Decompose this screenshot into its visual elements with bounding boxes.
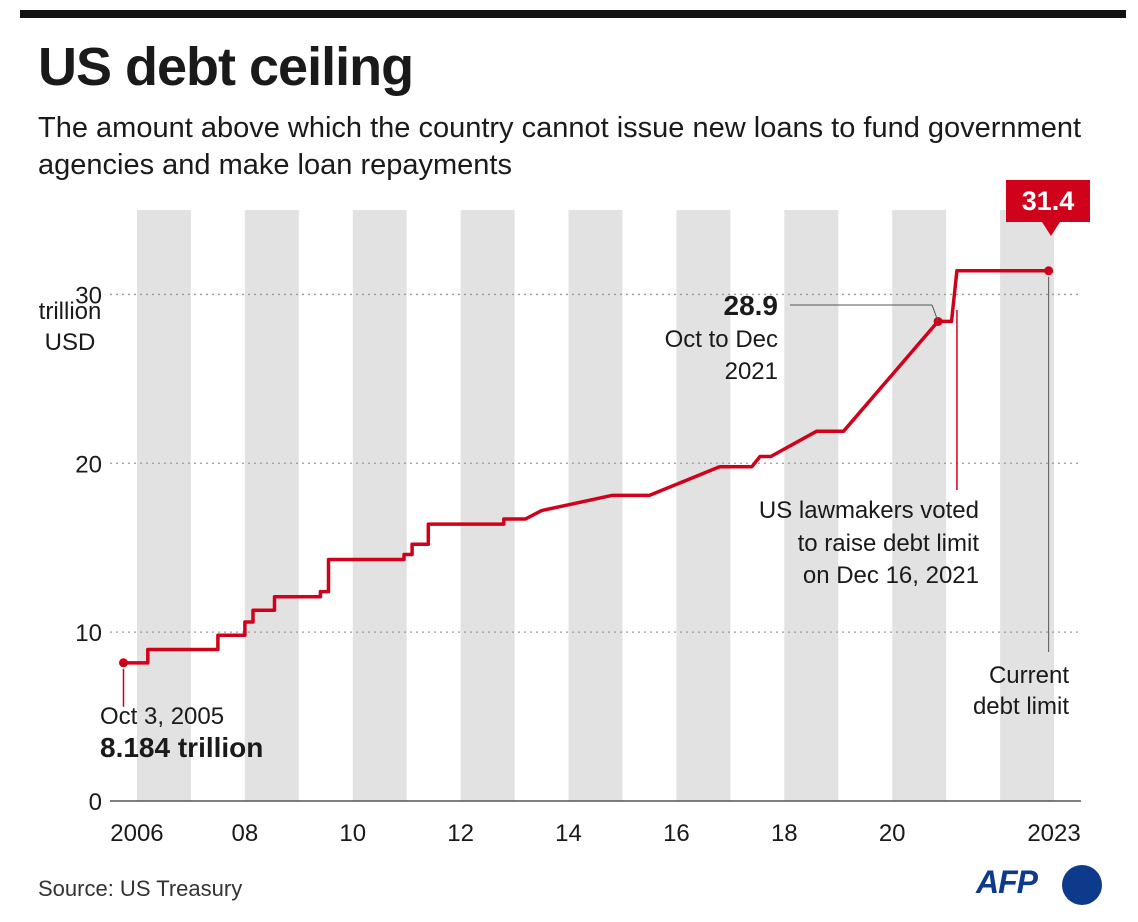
vote-label: US lawmakers voted: [759, 497, 979, 524]
y-tick-label: 30: [75, 282, 102, 309]
x-tick-label: 16: [663, 820, 690, 847]
top-rule: [20, 10, 1126, 18]
year-band: [784, 210, 839, 801]
chart-title: US debt ceiling: [38, 37, 414, 97]
x-tick-label: 14: [555, 820, 582, 847]
year-band: [1000, 210, 1055, 801]
y-tick-label: 0: [89, 789, 102, 816]
leader-line: [931, 304, 939, 322]
year-band: [136, 210, 191, 801]
value-badge-pointer: [1042, 222, 1060, 236]
y-tick-label: 20: [75, 451, 102, 478]
x-tick-label: 20: [879, 820, 906, 847]
year-band: [460, 210, 515, 801]
mid-date-label: 2021: [725, 358, 778, 385]
year-band: [892, 210, 947, 801]
x-tick-label: 18: [771, 820, 798, 847]
current-label: Current: [989, 662, 1069, 689]
y-axis-label: trillion: [39, 298, 102, 325]
mid-date-label: Oct to Dec: [665, 326, 778, 353]
chart-subtitle: The amount above which the country canno…: [38, 112, 1082, 181]
current-value-label: 31.4: [1022, 186, 1075, 216]
x-tick-label: 12: [447, 820, 474, 847]
vote-label: on Dec 16, 2021: [803, 562, 979, 589]
data-point: [118, 658, 128, 668]
afp-logo-text: AFP: [976, 864, 1038, 900]
afp-logo-dot: [1062, 865, 1102, 905]
start-date-label: Oct 3, 2005: [100, 703, 224, 730]
x-tick-label: 08: [232, 820, 259, 847]
source-note: Source: US Treasury: [38, 876, 243, 901]
start-value-label: 8.184 trillion: [100, 732, 263, 763]
y-axis-label: USD: [45, 329, 96, 356]
year-band: [676, 210, 731, 801]
year-band: [568, 210, 623, 801]
mid-value-label: 28.9: [724, 290, 779, 321]
year-band: [244, 210, 299, 801]
afp-logo: AFP: [976, 864, 1104, 908]
current-label: debt limit: [973, 693, 1069, 720]
value-badge: [1006, 180, 1090, 222]
x-tick-label: 2023: [1027, 820, 1080, 847]
debt-ceiling-line: [123, 269, 1049, 665]
y-tick-label: 10: [75, 620, 102, 647]
x-tick-label: 10: [339, 820, 366, 847]
year-band: [352, 210, 407, 801]
data-point: [1044, 266, 1054, 276]
vote-label: to raise debt limit: [798, 530, 980, 557]
x-tick-label: 2006: [110, 820, 163, 847]
